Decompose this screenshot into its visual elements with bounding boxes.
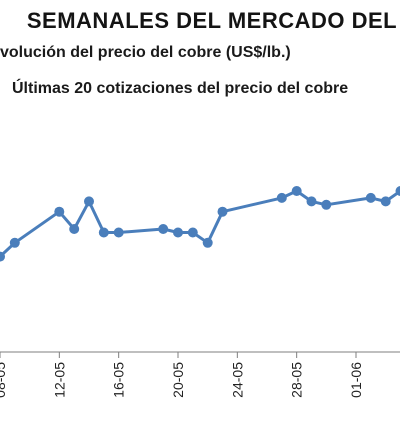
data-point-03-06: [380, 196, 391, 207]
x-tick-label: 20-05: [170, 362, 186, 398]
x-tick-label: 12-05: [51, 362, 67, 398]
data-point-29-05: [306, 196, 317, 207]
data-point-14-05: [84, 196, 94, 207]
data-point-28-05: [291, 186, 302, 196]
data-point-02-06: [365, 192, 376, 203]
data-point-27-05: [276, 192, 287, 203]
data-point-13-05: [69, 224, 80, 234]
data-point-21-05: [187, 227, 198, 238]
series-markers: [0, 186, 400, 262]
x-axis-ticks: [0, 352, 357, 358]
x-tick-label: 01-06: [348, 362, 364, 398]
data-point-20-05: [173, 227, 183, 238]
data-point-09-05: [9, 237, 20, 248]
chart-subtitle: volución del precio del cobre (US$/lb.): [0, 44, 291, 61]
series-line: [0, 189, 400, 258]
data-point-16-05: [113, 227, 124, 238]
data-point-04-06: [395, 186, 400, 196]
page-title: SEMANALES DEL MERCADO DEL: [26, 8, 398, 33]
data-point-23-05: [217, 206, 228, 217]
data-point-12-05: [54, 206, 65, 217]
x-tick-label: 16-05: [111, 362, 127, 398]
x-tick-label: 28-05: [289, 362, 305, 398]
data-point-30-05: [321, 199, 332, 210]
data-point-15-05: [98, 227, 109, 238]
x-tick-label: 08-05: [0, 362, 8, 398]
chart-title: Últimas 20 cotizaciones del precio del c…: [12, 80, 349, 97]
data-point-19-05: [158, 224, 169, 234]
x-axis-tick-labels: 08-05 12-05 16-05 20-05 24-05 28-05 01-06: [0, 362, 364, 398]
x-tick-label: 24-05: [229, 362, 245, 398]
data-point-22-05: [202, 237, 213, 248]
data-point-08-05: [0, 251, 5, 262]
